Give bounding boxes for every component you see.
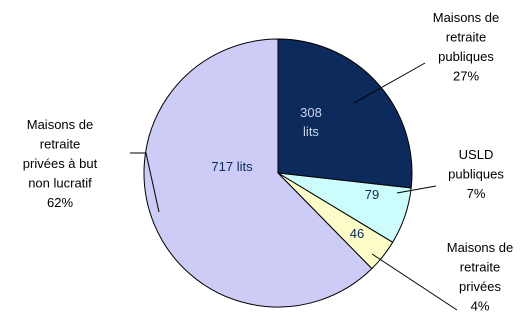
slice-category-label-1: Maisons de retraite publiques 27%: [433, 10, 499, 84]
slice-value-label-2: 79: [365, 187, 379, 202]
leader-line-2: [396, 185, 437, 194]
slice-category-label-3: Maisons de retraite privées 4%: [447, 240, 513, 314]
pie-slice-4: [143, 38, 373, 308]
slice-category-label-4: Maisons de retraite privées à but non lucra…: [23, 117, 98, 210]
leader-line-1: [353, 62, 426, 104]
slice-category-label-2: USLD publiques 7%: [448, 147, 504, 201]
slice-value-label-1: 308 lits: [300, 105, 322, 139]
leader-line-4: [130, 152, 160, 213]
leader-line-3: [371, 253, 458, 311]
pie-slice-1: [277, 38, 413, 189]
slice-value-label-4: 717 lits: [211, 159, 253, 174]
slice-value-label-3: 46: [350, 226, 364, 241]
